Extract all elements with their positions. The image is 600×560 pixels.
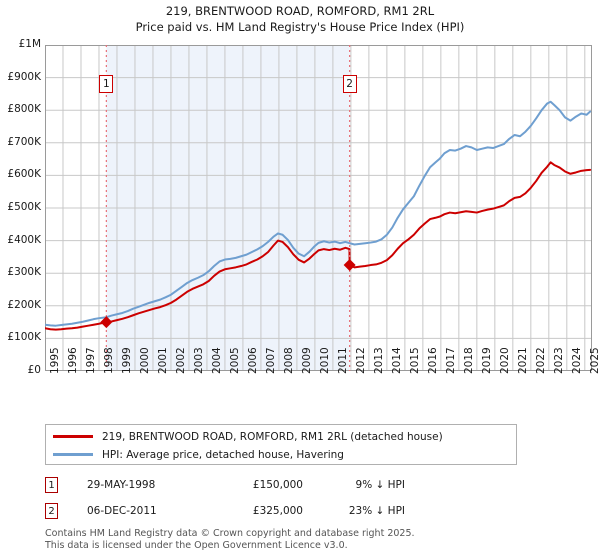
x-axis-tick-label: 2004 (210, 347, 223, 374)
y-axis-tick-label: £900K (7, 70, 41, 83)
x-axis-tick-label: 2002 (174, 347, 187, 374)
footer-line-1: Contains HM Land Registry data © Crown c… (45, 528, 415, 539)
price-history-chart (45, 45, 592, 371)
x-axis-tick-label: 2007 (264, 347, 277, 374)
sale-point-marker[interactable] (100, 316, 113, 329)
x-axis-tick-label: 2013 (372, 347, 385, 374)
legend-color-swatch (53, 435, 93, 438)
x-axis-tick-label: 2005 (228, 347, 241, 374)
y-axis-tick-label: £700K (7, 135, 41, 148)
y-axis-tick-label: £600K (7, 168, 41, 181)
x-axis-tick-label: 2010 (318, 347, 331, 374)
legend-color-swatch (53, 453, 93, 456)
transaction-row: 1 29-MAY-1998 £150,000 9% ↓ HPI (45, 477, 475, 497)
series-line-hpi (45, 100, 592, 327)
x-axis-tick-label: 2018 (462, 347, 475, 374)
y-axis-tick-label: £0 (27, 364, 41, 376)
transaction-hpi-delta: 23% ↓ HPI (348, 505, 405, 517)
x-axis-tick-label: 2024 (570, 347, 583, 374)
x-axis-tick-label: 2023 (552, 347, 565, 374)
footer-line-2: This data is licensed under the Open Gov… (45, 539, 348, 551)
chart-title-block: 219, BRENTWOOD ROAD, ROMFORD, RM1 2RL Pr… (0, 3, 600, 35)
x-axis-tick-label: 2015 (408, 347, 421, 374)
x-axis-tick-label: 2008 (282, 347, 295, 374)
transaction-date: 06-DEC-2011 (87, 505, 157, 517)
legend-item-label: 219, BRENTWOOD ROAD, ROMFORD, RM1 2RL (d… (102, 431, 443, 443)
legend-item-label: HPI: Average price, detached house, Have… (102, 449, 344, 461)
x-axis-tick-label: 2020 (498, 347, 511, 374)
x-axis-tick-label: 1997 (84, 347, 97, 374)
transaction-price: £150,000 (252, 479, 303, 491)
y-axis-tick-label: £100K (7, 331, 41, 344)
x-axis-tick-label: 2012 (354, 347, 367, 374)
transaction-index-badge: 2 (45, 503, 58, 519)
x-axis-tick-label: 2017 (444, 347, 457, 374)
x-axis-tick-label: 2000 (138, 347, 151, 374)
x-axis-tick-label: 2001 (156, 347, 169, 374)
y-axis-tick-label: £800K (7, 103, 41, 116)
x-axis-tick-label: 2021 (516, 347, 529, 374)
sale-point-marker[interactable] (343, 259, 356, 272)
footer-attribution: Contains HM Land Registry data © Crown c… (45, 528, 585, 551)
x-axis-tick-label: 1999 (120, 347, 133, 374)
x-axis-tick-label: 1998 (102, 347, 115, 374)
x-axis-tick-label: 2022 (534, 347, 547, 374)
chart-legend: 219, BRENTWOOD ROAD, ROMFORD, RM1 2RL (d… (45, 424, 517, 465)
y-axis-tick-label: £300K (7, 266, 41, 279)
event-badge-2[interactable]: 2 (342, 75, 357, 94)
transaction-row: 2 06-DEC-2011 £325,000 23% ↓ HPI (45, 503, 475, 523)
series-line-property (45, 161, 592, 331)
x-axis-tick-label: 2011 (336, 347, 349, 374)
transaction-hpi-delta: 9% ↓ HPI (355, 479, 405, 491)
x-axis-tick-label: 2009 (300, 347, 313, 374)
y-axis-tick-label: £200K (7, 298, 41, 311)
x-axis-tick-label: 2016 (426, 347, 439, 374)
event-badge-1[interactable]: 1 (99, 75, 114, 94)
page-subtitle: Price paid vs. HM Land Registry's House … (135, 20, 465, 34)
x-axis-tick-label: 1996 (66, 347, 79, 374)
transaction-price: £325,000 (252, 505, 303, 517)
y-axis-tick-label: £500K (7, 201, 41, 213)
y-axis: £0 £100K £200K £300K £400K £500K £600K £700K £80… (7, 38, 41, 376)
plot-frame (45, 45, 592, 371)
x-axis-tick-label: 2014 (390, 347, 403, 374)
y-axis-tick-label: £400K (7, 233, 41, 246)
transaction-date: 29-MAY-1998 (87, 479, 156, 491)
y-axis-tick-label: £1M (18, 38, 41, 50)
x-axis-tick-label: 2025 (588, 347, 600, 374)
transaction-index-badge: 1 (45, 477, 58, 493)
x-axis-tick-label: 2019 (480, 347, 493, 374)
x-axis-tick-label: 1995 (49, 347, 61, 374)
x-axis-tick-label: 2003 (192, 347, 205, 374)
page-title: 219, BRENTWOOD ROAD, ROMFORD, RM1 2RL (165, 4, 435, 18)
x-axis-tick-label: 2006 (246, 347, 259, 374)
